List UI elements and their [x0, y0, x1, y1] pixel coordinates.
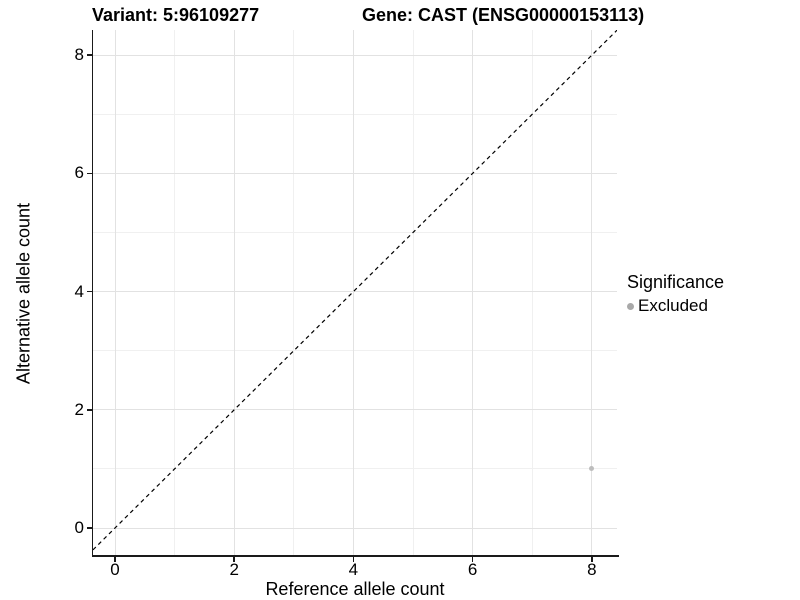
major-gridline-x	[591, 30, 593, 555]
y-tick-label: 8	[74, 45, 84, 65]
y-tick-mark	[87, 54, 92, 56]
minor-gridline-x	[412, 30, 414, 555]
x-tick-mark	[233, 556, 235, 562]
major-gridline-y	[93, 172, 617, 174]
plot-title-gene: Gene: CAST (ENSG00000153113)	[362, 5, 645, 25]
y-tick-label: 4	[74, 281, 84, 301]
x-tick-label: 2	[229, 560, 239, 579]
y-tick-mark	[87, 409, 92, 411]
y-tick-mark	[87, 172, 92, 175]
major-gridline-x	[352, 30, 354, 555]
major-gridline-x	[233, 30, 235, 555]
legend-entry-label: Excluded	[638, 296, 708, 315]
legend-title: Significance	[627, 272, 725, 292]
legend-entry: Excluded	[627, 296, 724, 316]
y-axis-line	[91, 30, 93, 557]
x-tick-mark	[352, 556, 355, 562]
major-gridline-y	[93, 527, 617, 529]
y-tick-mark	[87, 527, 92, 529]
y-tick-label: 0	[74, 518, 84, 537]
major-gridline-y	[93, 291, 617, 293]
x-tick-label: 0	[110, 560, 120, 579]
major-gridline-x	[472, 30, 474, 555]
major-gridline-y	[93, 409, 617, 411]
x-axis-title: Reference allele count	[265, 579, 445, 599]
minor-gridline-y	[93, 468, 617, 470]
x-tick-mark	[591, 556, 593, 562]
minor-gridline-y	[93, 232, 617, 233]
identity-reference-line	[93, 30, 617, 551]
minor-gridline-y	[93, 113, 617, 115]
data-point	[589, 466, 595, 472]
x-tick-label: 4	[348, 560, 359, 579]
y-tick-label: 6	[74, 163, 84, 183]
minor-gridline-x	[174, 30, 176, 555]
x-tick-mark	[471, 556, 474, 562]
major-gridline-x	[114, 30, 116, 555]
plot-panel	[93, 30, 617, 555]
x-tick-label: 6	[467, 560, 478, 579]
minor-gridline-x	[531, 30, 533, 555]
legend: Significance Excluded	[627, 272, 724, 316]
minor-gridline-x	[293, 30, 295, 555]
y-tick-mark	[87, 290, 92, 293]
x-axis-line	[91, 555, 619, 557]
plot-title-variant: Variant: 5:96109277	[92, 5, 260, 25]
minor-gridline-y	[93, 350, 617, 352]
legend-point-icon	[627, 302, 634, 310]
y-axis-title: Alternative allele count	[13, 202, 34, 385]
x-tick-mark	[114, 556, 116, 562]
y-tick-label: 2	[74, 399, 84, 419]
x-tick-label: 8	[587, 560, 597, 579]
major-gridline-y	[93, 54, 617, 56]
